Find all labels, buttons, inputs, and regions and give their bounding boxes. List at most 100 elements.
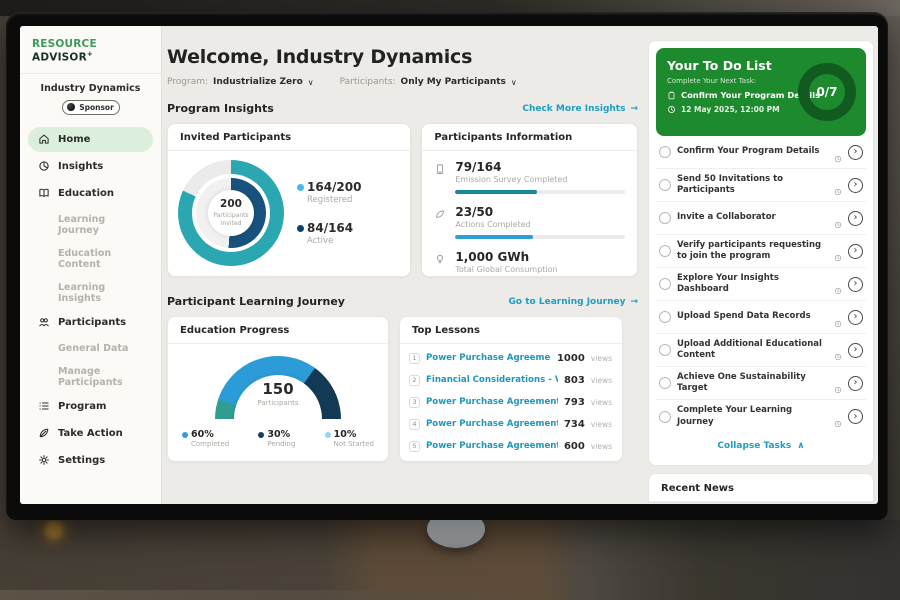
task-open-button[interactable]: ›	[848, 309, 863, 325]
program-icon	[37, 400, 50, 413]
lesson-link[interactable]: Power Purchase Agreements 101	[426, 397, 558, 407]
task-checkbox[interactable]	[659, 212, 671, 224]
lesson-link[interactable]: Power Purchase Agreements 102	[426, 419, 558, 429]
task-row[interactable]: Upload Spend Data Records ›	[656, 301, 866, 334]
chevron-right-icon: ›	[853, 146, 858, 157]
progress-track	[455, 235, 625, 239]
task-checkbox[interactable]	[659, 377, 671, 389]
lesson-rank: 1	[409, 352, 420, 364]
link-label: Check More Insights	[522, 103, 626, 114]
task-checkbox[interactable]	[659, 146, 671, 158]
legend-dot	[324, 432, 331, 438]
clock-icon	[834, 148, 842, 163]
brand-resource: RESOURCE	[32, 38, 97, 50]
stat-value: 1,000 GWh	[455, 250, 530, 264]
sidebar-item-learning-insights[interactable]: Learning Insights	[28, 276, 153, 310]
sidebar-item-label: Education Content	[58, 247, 112, 270]
lesson-views: 600	[563, 440, 585, 452]
gauge-legend: 60% Completed 30% Pending 10%	[168, 419, 388, 448]
chevron-right-icon: ›	[853, 410, 858, 422]
sidebar-item-education[interactable]: Education	[28, 181, 153, 206]
sidebar-item-label: Take Action	[58, 427, 123, 439]
participants-filter-value: Only My Participants	[400, 77, 506, 87]
legend-label: Registered	[307, 195, 353, 205]
stat-label: Total Global Consumption	[455, 265, 558, 274]
sidebar-item-insights[interactable]: Insights	[28, 154, 153, 179]
task-open-button[interactable]: ›	[848, 276, 863, 292]
legend-item-active: 84/164 Active	[297, 221, 361, 246]
clock-icon	[834, 247, 842, 262]
chevron-right-icon: ›	[853, 212, 858, 223]
check-more-insights-link[interactable]: Check More Insights →	[522, 104, 638, 114]
task-label: Send 50 Invitations to Participants	[677, 173, 784, 195]
task-checkbox[interactable]	[659, 278, 671, 290]
task-row[interactable]: Achieve One Sustainability Target ›	[656, 367, 866, 400]
arrow-right-icon: →	[630, 296, 638, 307]
go-to-learning-journey-link[interactable]: Go to Learning Journey →	[509, 297, 638, 307]
sidebar-item-home[interactable]: Home	[28, 126, 153, 152]
task-checkbox[interactable]	[659, 410, 671, 423]
task-checkbox[interactable]	[659, 311, 671, 323]
task-open-button[interactable]: ›	[848, 210, 863, 226]
gauge-center: 150 Participants	[215, 380, 341, 407]
sidebar-nav: Home Insights Education Learning Journey…	[20, 125, 161, 477]
filter-bar: Program: Industrialize Zero ∨ Participan…	[167, 77, 638, 87]
lesson-link[interactable]: Power Purchase Agreements 101	[426, 353, 551, 363]
participants-filter[interactable]: Participants: Only My Participants ∨	[340, 77, 517, 87]
brand-plus: +	[86, 50, 93, 58]
stat-value: 23/50	[455, 205, 494, 219]
legend-label: Active	[307, 236, 334, 246]
lesson-link[interactable]: Financial Considerations - VPPAs	[426, 375, 558, 385]
task-checkbox[interactable]	[659, 245, 671, 257]
task-row[interactable]: Invite a Collaborator ›	[656, 202, 866, 235]
card-title: Education Progress	[168, 317, 388, 344]
task-row[interactable]: Explore Your Insights Dashboard ›	[656, 268, 866, 301]
wall-right	[884, 16, 900, 520]
program-filter[interactable]: Program: Industrialize Zero ∨	[167, 77, 314, 87]
collapse-tasks-link[interactable]: Collapse Tasks ∧	[656, 433, 866, 453]
sponsor-badge[interactable]: Sponsor	[61, 99, 120, 115]
task-label: Explore Your Insights Dashboard	[677, 272, 779, 294]
sidebar-item-manage-participants[interactable]: Manage Participants	[28, 360, 153, 394]
survey-icon	[437, 164, 444, 174]
legend-dot	[297, 225, 304, 232]
task-open-button[interactable]: ›	[848, 243, 863, 259]
lesson-rank: 3	[409, 396, 420, 408]
task-row[interactable]: Verify participants requesting to join t…	[656, 235, 866, 268]
chevron-right-icon: ›	[853, 311, 858, 322]
education-progress-card: Education Progress 150 Participants	[167, 316, 389, 462]
legend-label: Completed	[191, 440, 230, 448]
org-name: Industry Dynamics	[40, 82, 141, 94]
task-checkbox[interactable]	[659, 344, 671, 356]
task-checkbox[interactable]	[659, 179, 671, 191]
sidebar-item-label: Participants	[58, 316, 127, 328]
task-open-button[interactable]: ›	[848, 177, 863, 193]
insights-icon	[37, 160, 50, 173]
legend-item-completed: 60% Completed	[182, 429, 229, 448]
task-open-button[interactable]: ›	[848, 342, 863, 358]
task-row[interactable]: Upload Additional Educational Content ›	[656, 334, 866, 367]
lesson-row: 1 Power Purchase Agreements 101 1000 vie…	[400, 347, 622, 369]
task-open-button[interactable]: ›	[848, 375, 863, 391]
take-action-icon	[37, 427, 50, 440]
chevron-right-icon: ›	[853, 179, 858, 190]
sidebar-item-participants[interactable]: Participants	[28, 310, 153, 335]
todo-summary-card: Your To Do List Complete Your Next Task:…	[656, 48, 866, 136]
task-open-button[interactable]: ›	[848, 144, 863, 160]
lesson-link[interactable]: Power Purchase Agreements 103	[426, 441, 558, 451]
clock-icon	[668, 106, 675, 113]
sidebar-item-program[interactable]: Program	[28, 394, 153, 419]
lesson-rank: 4	[409, 418, 420, 430]
lesson-rank: 2	[409, 374, 420, 386]
sidebar-item-settings[interactable]: Settings	[28, 448, 153, 473]
task-row[interactable]: Complete Your Learning Journey ›	[656, 400, 866, 433]
sidebar-item-education-content[interactable]: Education Content	[28, 242, 153, 276]
task-row[interactable]: Send 50 Invitations to Participants ›	[656, 169, 866, 202]
task-open-button[interactable]: ›	[848, 409, 863, 424]
sidebar-item-label: General Data	[58, 342, 129, 354]
sidebar-item-general-data[interactable]: General Data	[28, 337, 153, 360]
task-row[interactable]: Confirm Your Program Details ›	[656, 136, 866, 169]
sidebar-item-take-action[interactable]: Take Action	[28, 421, 153, 446]
sidebar-item-learning-journey[interactable]: Learning Journey	[28, 208, 153, 242]
clipboard-icon	[668, 91, 675, 99]
